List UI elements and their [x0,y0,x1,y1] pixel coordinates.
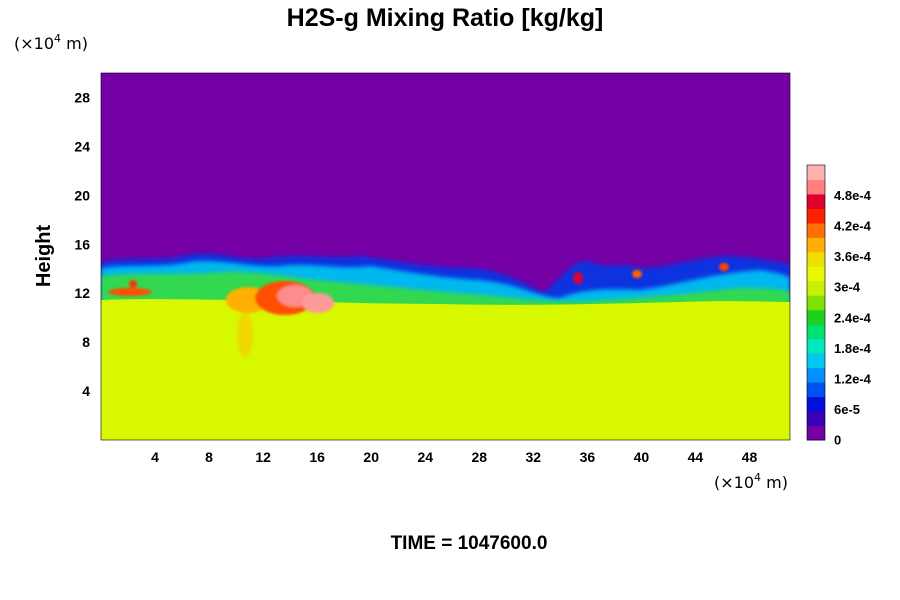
colorbar-tick-label: 1.8e-4 [834,341,872,356]
colorbar-segment [807,222,825,238]
colorbar-segment [807,165,825,180]
colorbar-tick-label: 4.8e-4 [834,188,872,203]
colorbar-tick-label: 6e-5 [834,402,860,417]
colorbar-tick-label: 1.2e-4 [834,371,872,386]
colorbar-segment [807,425,825,441]
y-tick-label: 8 [82,334,90,350]
colorbar-tick-label: 2.4e-4 [834,310,872,325]
x-tick-label: 24 [417,449,433,465]
colorbar-segment [807,295,825,311]
y-axis-label: Height [33,225,55,288]
colorbar-segment [807,179,825,195]
y-unit-suffix: m) [61,34,88,53]
time-label: TIME = 1047600.0 [391,533,548,554]
colorbar-tick-label: 4.2e-4 [834,219,872,234]
x-tick-label: 28 [471,449,487,465]
x-tick-label: 8 [205,449,213,465]
x-tick-label: 16 [309,449,325,465]
colorbar-tick-label: 3e-4 [834,280,861,295]
x-tick-label: 32 [526,449,542,465]
x-unit-exponent: 4 [754,471,761,484]
colorbar-tick-label: 0 [834,433,841,448]
colorbar-segment [807,266,825,282]
colorbar-segment [807,309,825,325]
y-tick-label: 20 [74,187,90,203]
hot-patches [108,263,729,357]
x-tick-label: 12 [255,449,271,465]
y-tick-label: 12 [74,285,90,301]
y-tick-label: 16 [74,236,90,252]
colorbar-frame [806,164,826,441]
heatmap-field [101,73,790,440]
x-axis-unit: (×104 m) [714,471,788,492]
colorbar-tick-labels: 0 6e-5 1.2e-4 1.8e-4 2.4e-4 3e-4 3.6e-4 4.2e-4 4… [834,188,872,447]
y-tick-label: 4 [82,383,90,399]
colorbar-segment [807,411,825,427]
chart-title: H2S-g Mixing Ratio [kg/kg] [287,4,604,32]
colorbar-segment [807,193,825,209]
plot-frame [100,72,791,441]
x-unit-prefix: (×10 [714,473,754,492]
y-unit-prefix: (×10 [14,34,54,53]
colorbar-segment [807,396,825,412]
y-unit-exponent: 4 [54,32,61,45]
x-tick-labels: 4 8 12 16 20 24 28 32 36 40 44 48 [151,449,757,465]
x-tick-label: 48 [742,449,758,465]
y-tick-labels: 4 8 12 16 20 24 28 [74,89,90,399]
y-tick-label: 28 [74,89,90,105]
colorbar-segment [807,382,825,398]
colorbar-segment [807,338,825,354]
lower-layer-region [101,299,790,440]
colorbar-segment [807,353,825,369]
colorbar-segment [807,280,825,296]
colorbar-segment [807,367,825,383]
x-unit-suffix: m) [761,473,788,492]
x-tick-label: 4 [151,449,159,465]
colorbar-segment [807,324,825,340]
y-axis-unit: (×104 m) [14,32,88,53]
x-tick-label: 36 [580,449,596,465]
x-tick-label: 44 [688,449,704,465]
colorbar [806,164,826,441]
colorbar-segment [807,208,825,224]
colorbar-tick-label: 3.6e-4 [834,249,872,264]
y-tick-label: 24 [74,138,90,154]
x-tick-label: 40 [634,449,650,465]
colorbar-segment [807,237,825,253]
colorbar-segment [807,251,825,267]
x-tick-label: 20 [363,449,379,465]
